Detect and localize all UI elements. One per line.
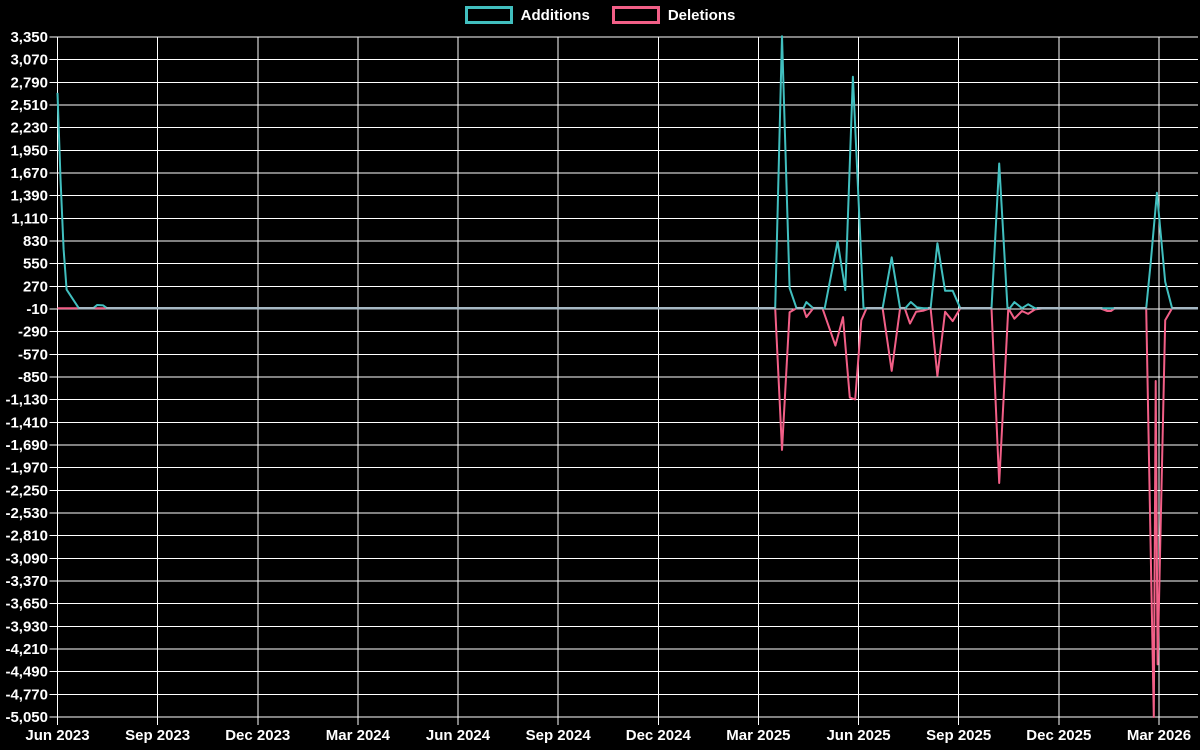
- y-axis-tick-label: -1,690: [5, 437, 48, 454]
- y-axis-tick-label: -3,090: [5, 550, 48, 567]
- y-axis-tick-label: 2,790: [10, 74, 48, 91]
- y-axis-tick-label: -3,370: [5, 573, 48, 590]
- y-axis-tick-label: 1,110: [11, 210, 48, 227]
- y-axis-tick-label: -570: [18, 346, 48, 363]
- x-axis-tick-label: Sep 2024: [526, 727, 592, 744]
- x-axis-tick-label: Jun 2024: [426, 727, 491, 744]
- x-axis-tick-label: Jun 2023: [25, 727, 89, 744]
- y-axis-tick-label: -1,410: [5, 414, 48, 431]
- x-axis-tick-label: Sep 2023: [125, 727, 190, 744]
- y-axis-tick-label: -5,050: [5, 709, 48, 726]
- y-axis-tick-label: 2,230: [10, 120, 48, 137]
- y-axis-tick-label: 550: [23, 256, 48, 273]
- y-axis-tick-label: -1,970: [5, 460, 48, 477]
- y-axis-tick-label: 1,670: [10, 165, 48, 182]
- series-line-additions: [56, 35, 1198, 310]
- y-axis-tick-label: 3,070: [10, 52, 48, 69]
- legend-item-additions[interactable]: Additions: [464, 6, 590, 24]
- chart-legend: Additions Deletions: [0, 6, 1200, 24]
- y-axis-tick-label: -3,650: [5, 596, 48, 613]
- y-axis-tick-label: 270: [23, 278, 48, 295]
- y-axis-tick-label: -2,810: [5, 528, 48, 545]
- y-axis-tick-label: -10: [26, 301, 48, 318]
- additions-swatch-icon: [464, 6, 513, 24]
- legend-item-deletions[interactable]: Deletions: [611, 6, 736, 24]
- y-axis-tick-label: -2,250: [5, 482, 48, 499]
- y-axis-tick-label: -3,930: [5, 618, 48, 635]
- y-axis-tick-label: -1,130: [5, 392, 48, 409]
- y-axis-tick-label: -290: [18, 324, 48, 341]
- x-axis-tick-label: Dec 2024: [626, 727, 692, 744]
- x-axis-tick-label: Sep 2025: [926, 727, 991, 744]
- y-axis-tick-label: -4,210: [5, 641, 48, 658]
- legend-label-additions: Additions: [520, 6, 590, 24]
- y-axis-tick-label: 1,950: [10, 142, 48, 159]
- y-axis-tick-label: -4,490: [5, 664, 48, 681]
- y-axis-tick-label: -2,530: [5, 505, 48, 522]
- x-axis-tick-label: Mar 2025: [726, 727, 790, 744]
- x-axis-tick-label: Mar 2026: [1127, 727, 1191, 744]
- y-axis-tick-label: -4,770: [5, 686, 48, 703]
- y-axis-tick-label: 3,350: [10, 29, 48, 46]
- legend-label-deletions: Deletions: [667, 6, 736, 24]
- y-axis-tick-label: 2,510: [10, 97, 48, 114]
- x-axis-tick-label: Jun 2025: [826, 727, 890, 744]
- x-axis-tick-label: Dec 2025: [1026, 727, 1091, 744]
- y-axis-tick-label: 1,390: [10, 188, 48, 205]
- x-axis-tick-label: Dec 2023: [225, 727, 290, 744]
- deletions-swatch-icon: [611, 6, 660, 24]
- x-axis-tick-label: Mar 2024: [326, 727, 391, 744]
- y-axis-tick-label: 830: [23, 233, 48, 250]
- y-axis-tick-label: -850: [18, 369, 48, 386]
